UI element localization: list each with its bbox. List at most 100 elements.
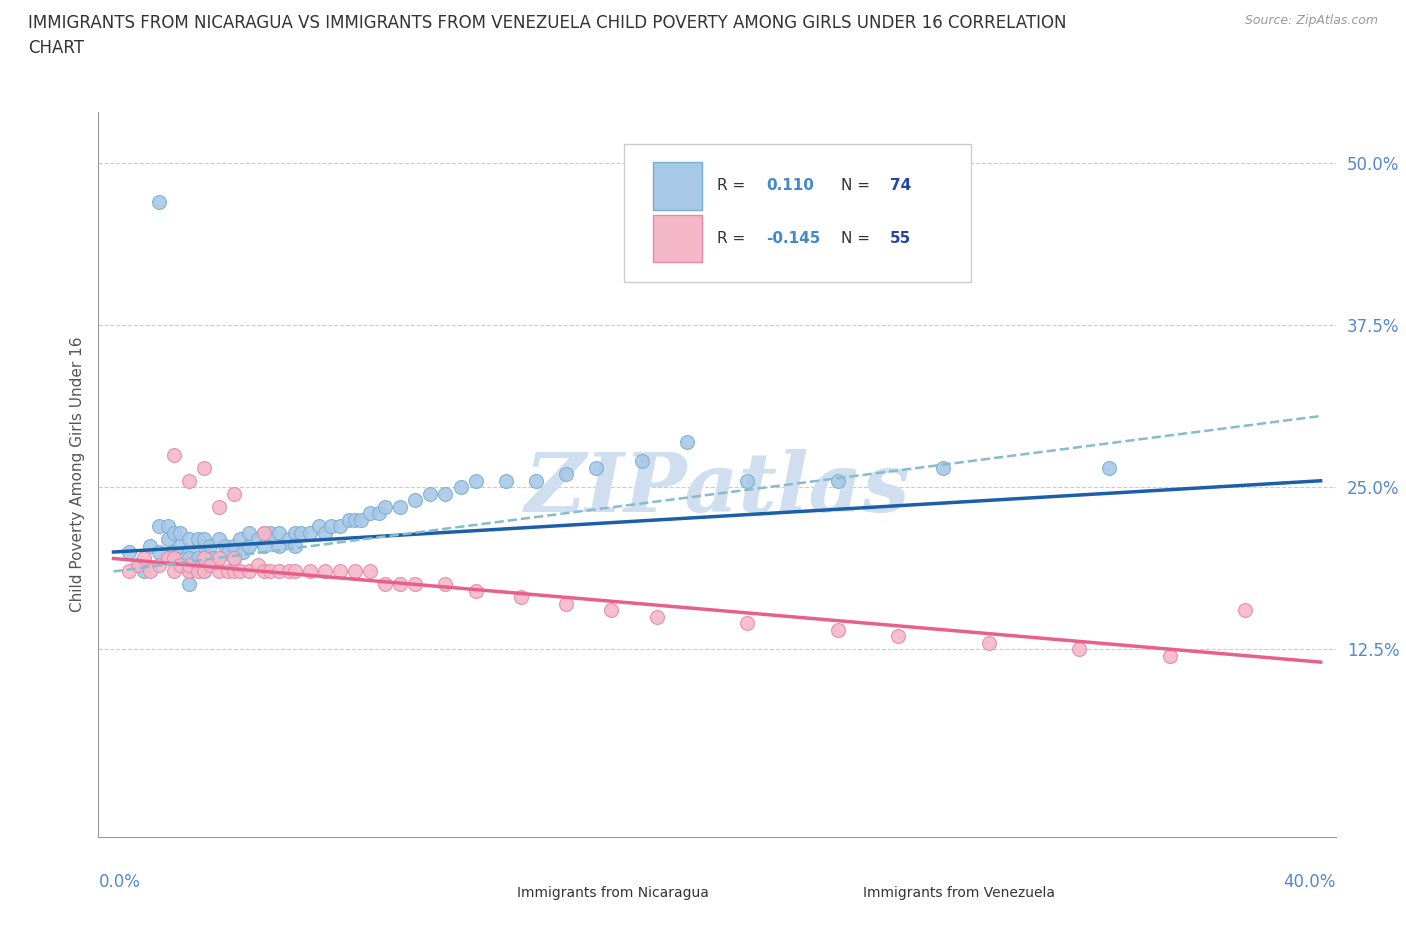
Point [224, 551, 246, 566]
Point [163, 551, 186, 566]
Text: 0.110: 0.110 [766, 178, 814, 193]
Point [1098, 460, 1121, 475]
Point [343, 564, 366, 578]
Point [156, 519, 179, 534]
Point [224, 486, 246, 501]
Y-axis label: Child Poverty Among Girls Under 16: Child Poverty Among Girls Under 16 [69, 337, 84, 612]
Point [1159, 648, 1181, 663]
Point [208, 532, 231, 547]
Point [193, 564, 215, 578]
Point [259, 525, 281, 540]
Text: CHART: CHART [28, 39, 84, 57]
Point [163, 525, 186, 540]
Point [177, 473, 200, 488]
Text: Source: ZipAtlas.com: Source: ZipAtlas.com [1244, 14, 1378, 27]
Text: ZIPatlas: ZIPatlas [524, 449, 910, 529]
Point [132, 564, 155, 578]
Point [177, 551, 200, 566]
Point [177, 532, 200, 547]
Text: N =: N = [841, 231, 875, 246]
Point [887, 629, 910, 644]
FancyBboxPatch shape [470, 878, 506, 908]
Point [177, 558, 200, 573]
FancyBboxPatch shape [652, 216, 702, 262]
Point [224, 538, 246, 553]
Point [298, 525, 321, 540]
Point [232, 545, 254, 560]
Point [269, 538, 291, 553]
Point [284, 538, 307, 553]
Point [156, 532, 179, 547]
Point [138, 538, 160, 553]
Point [217, 545, 239, 560]
Point [208, 551, 231, 566]
Text: Immigrants from Nicaragua: Immigrants from Nicaragua [516, 886, 709, 900]
Point [600, 603, 623, 618]
Text: 40.0%: 40.0% [1284, 873, 1336, 891]
Point [193, 460, 215, 475]
Point [389, 499, 412, 514]
Point [1234, 603, 1257, 618]
Point [163, 447, 186, 462]
Point [148, 545, 170, 560]
Point [314, 525, 336, 540]
Text: 55: 55 [890, 231, 911, 246]
Point [269, 525, 291, 540]
Point [229, 532, 252, 547]
Point [148, 195, 170, 210]
Point [193, 532, 215, 547]
Point [374, 499, 396, 514]
Text: R =: R = [717, 231, 751, 246]
Point [329, 564, 352, 578]
Text: Immigrants from Venezuela: Immigrants from Venezuela [863, 886, 1054, 900]
Point [509, 590, 531, 604]
Point [277, 532, 299, 547]
FancyBboxPatch shape [624, 144, 970, 282]
Point [117, 564, 139, 578]
Point [208, 551, 231, 566]
Point [368, 506, 391, 521]
Point [827, 473, 849, 488]
Point [193, 564, 215, 578]
Point [177, 564, 200, 578]
Point [359, 564, 381, 578]
Point [169, 525, 191, 540]
Point [827, 622, 849, 637]
Point [238, 525, 260, 540]
Point [269, 564, 291, 578]
Point [229, 564, 252, 578]
Point [434, 486, 457, 501]
Point [645, 609, 668, 624]
Point [319, 519, 342, 534]
Point [329, 519, 352, 534]
Point [187, 551, 209, 566]
Point [217, 564, 239, 578]
FancyBboxPatch shape [815, 878, 853, 908]
Point [977, 635, 1000, 650]
Point [187, 564, 209, 578]
Point [298, 564, 321, 578]
Point [585, 460, 607, 475]
Point [555, 467, 578, 482]
Point [117, 545, 139, 560]
Point [163, 564, 186, 578]
Point [253, 525, 276, 540]
Point [253, 525, 276, 540]
Point [208, 564, 231, 578]
Point [193, 551, 215, 566]
Point [284, 564, 307, 578]
Point [434, 577, 457, 591]
Point [495, 473, 517, 488]
Point [350, 512, 373, 527]
Point [259, 564, 281, 578]
Point [177, 577, 200, 591]
Point [193, 538, 215, 553]
Point [277, 564, 299, 578]
FancyBboxPatch shape [652, 163, 702, 209]
Point [177, 545, 200, 560]
Point [169, 538, 191, 553]
Text: 74: 74 [890, 178, 911, 193]
Point [389, 577, 412, 591]
Point [238, 538, 260, 553]
Text: IMMIGRANTS FROM NICARAGUA VS IMMIGRANTS FROM VENEZUELA CHILD POVERTY AMONG GIRLS: IMMIGRANTS FROM NICARAGUA VS IMMIGRANTS … [28, 14, 1067, 32]
